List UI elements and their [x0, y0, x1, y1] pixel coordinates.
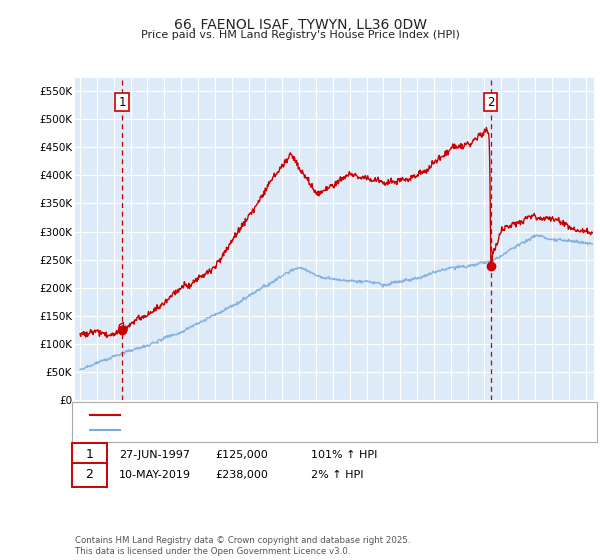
Text: 2: 2 — [85, 468, 94, 482]
Text: 1: 1 — [118, 96, 126, 109]
Text: Contains HM Land Registry data © Crown copyright and database right 2025.
This d: Contains HM Land Registry data © Crown c… — [75, 536, 410, 556]
Text: £125,000: £125,000 — [215, 450, 268, 460]
Text: HPI: Average price, detached house, Gwynedd: HPI: Average price, detached house, Gwyn… — [129, 425, 371, 435]
Text: 2% ↑ HPI: 2% ↑ HPI — [311, 470, 364, 480]
Text: Price paid vs. HM Land Registry's House Price Index (HPI): Price paid vs. HM Land Registry's House … — [140, 30, 460, 40]
Text: 2: 2 — [487, 96, 494, 109]
Text: 66, FAENOL ISAF, TYWYN, LL36 0DW (detached house): 66, FAENOL ISAF, TYWYN, LL36 0DW (detach… — [129, 409, 413, 419]
Text: 101% ↑ HPI: 101% ↑ HPI — [311, 450, 377, 460]
Text: £238,000: £238,000 — [215, 470, 268, 480]
Text: 27-JUN-1997: 27-JUN-1997 — [119, 450, 190, 460]
Text: 66, FAENOL ISAF, TYWYN, LL36 0DW: 66, FAENOL ISAF, TYWYN, LL36 0DW — [173, 18, 427, 32]
Text: 10-MAY-2019: 10-MAY-2019 — [119, 470, 191, 480]
Text: 1: 1 — [85, 448, 94, 461]
